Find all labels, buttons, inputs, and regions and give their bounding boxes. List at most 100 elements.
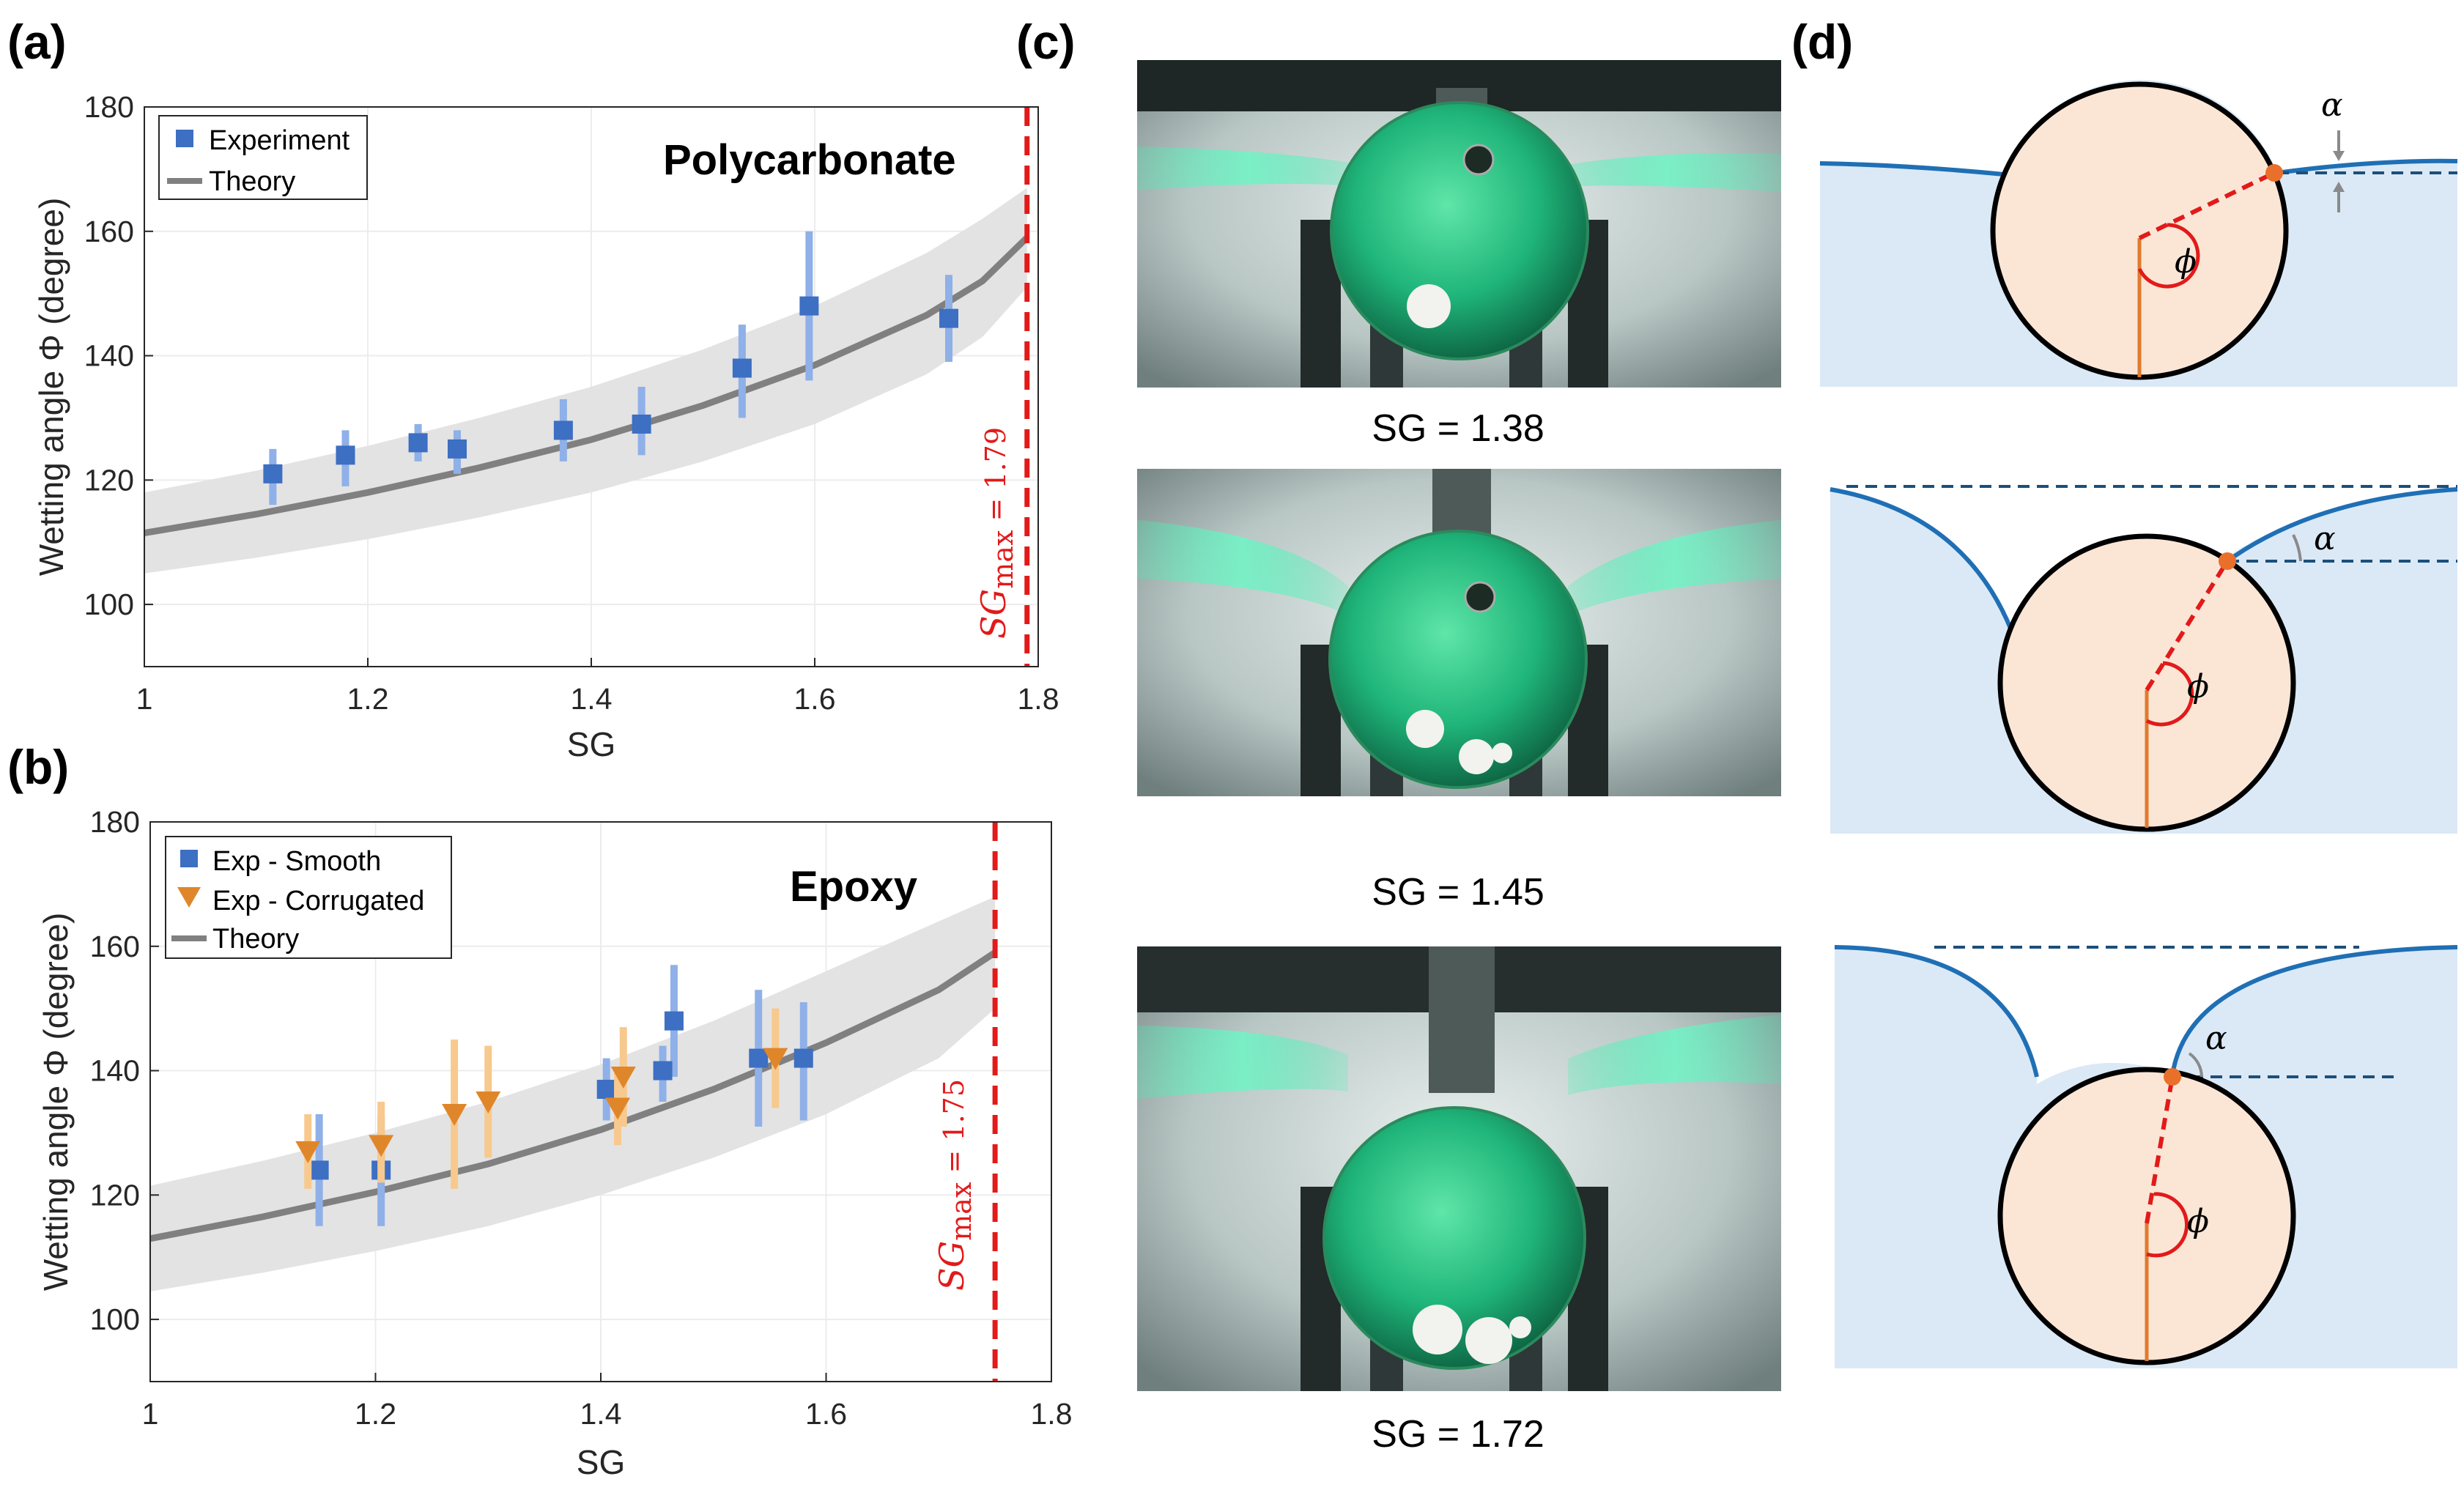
schematic-1-phi-arc	[2137, 223, 2200, 289]
a-marker-0-7	[799, 296, 819, 316]
a-marker-0-1	[336, 445, 355, 465]
panel-label-a: (a)	[7, 15, 67, 69]
chart-b-legend-smooth-marker	[180, 850, 198, 867]
a-marker-0-4	[553, 420, 573, 440]
b-marker-0-5	[749, 1048, 769, 1068]
schematic-2-phi-symbol: ϕ	[2187, 668, 2209, 705]
schematic-3-phi-arc	[2146, 1192, 2189, 1258]
schematic-2-interface-right	[2226, 487, 2458, 563]
schematic-2-alpha-arc	[2292, 534, 2302, 562]
chart-b-theory-line	[150, 949, 997, 1242]
chart-b-legend-smooth: Exp - Smooth	[212, 846, 381, 877]
a-marker-0-8	[939, 308, 958, 328]
panel-label-c: (c)	[1016, 15, 1076, 69]
schematic-1-arrowhead-up	[2333, 182, 2345, 192]
panel-label-d: (d)	[1791, 15, 1853, 69]
a-ytick-4: 180	[84, 90, 134, 124]
a-ytick-0: 100	[84, 588, 134, 621]
chart-b-legend-corrugated: Exp - Corrugated	[212, 886, 424, 916]
photo-sg-1-38	[1137, 60, 1781, 388]
a-marker-0-5	[632, 414, 651, 434]
b-ytick-3: 160	[90, 930, 140, 963]
schematic-3-alpha-arc	[2188, 1052, 2203, 1078]
b-marker-1-3	[476, 1091, 501, 1113]
schematic-1-alpha-symbol: α	[2321, 86, 2343, 124]
b-xtick-4: 1.8	[1031, 1397, 1073, 1431]
b-marker-1-5	[610, 1067, 636, 1089]
a-marker-0-6	[732, 358, 752, 378]
b-marker-0-4	[664, 1011, 684, 1031]
schematic-3-phi-symbol: ϕ	[2187, 1203, 2209, 1240]
chart-a-sgmax-label: SGmax = 1.79	[974, 427, 1019, 639]
a-marker-0-3	[448, 439, 467, 459]
chart-a-material-label: Polycarbonate	[663, 136, 956, 184]
chart-b-legend-theory: Theory	[212, 924, 299, 955]
schematic-2-contact-radius	[2145, 560, 2230, 692]
a-xtick-3: 1.6	[794, 682, 836, 716]
b-marker-1-2	[442, 1103, 467, 1126]
chart-b-sgmax-label: SGmax = 1.75	[932, 1079, 977, 1291]
a-xtick-0: 1	[136, 682, 153, 716]
a-ytick-3: 160	[84, 215, 134, 248]
b-ytick-0: 100	[90, 1302, 140, 1336]
b-marker-1-6	[763, 1048, 788, 1070]
b-xtick-0: 1	[142, 1397, 159, 1431]
b-marker-1-1	[369, 1135, 394, 1157]
chart-a-legend-theory: Theory	[209, 166, 295, 197]
b-ytick-2: 140	[90, 1054, 140, 1088]
b-marker-0-2	[596, 1080, 616, 1100]
chart-a-theory-band	[144, 188, 1027, 574]
a-ytick-2: 140	[84, 339, 134, 373]
chart-b-ylabel: Wetting angle Φ (degree)	[37, 913, 75, 1291]
schematic-3-interface-right	[2170, 945, 2458, 1076]
a-xtick-1: 1.2	[347, 682, 389, 716]
a-ytick-1: 120	[84, 463, 134, 497]
schematic-1-contact-point	[2265, 164, 2283, 182]
schematic-3-alpha-symbol: α	[2205, 1020, 2227, 1057]
schematic-1: ϕ α	[1819, 80, 2458, 388]
chart-a: 1 1.2 1.4 1.6 1.8 100 120 140 160 180 SG Wetting …	[32, 90, 1059, 763]
b-marker-0-3	[653, 1061, 673, 1081]
b-marker-0-6	[793, 1048, 813, 1068]
schematic-3: ϕ α	[1834, 945, 2458, 1368]
chart-b-legend: Exp - Smooth Exp - Corrugated Theory	[165, 836, 452, 959]
b-ytick-4: 180	[90, 805, 140, 839]
a-marker-0-2	[408, 433, 428, 453]
chart-b-material-label: Epoxy	[790, 863, 917, 911]
photo-caption-3: SG = 1.72	[1372, 1413, 1544, 1456]
chart-a-points	[263, 231, 958, 505]
chart-a-ticks: 1 1.2 1.4 1.6 1.8 100 120 140 160 180	[84, 90, 1059, 716]
chart-a-legend-experiment-marker	[176, 130, 193, 147]
photo-caption-2: SG = 1.45	[1372, 871, 1544, 913]
schematic-2-sphere	[1997, 533, 2296, 832]
schematic-1-contact-radius	[2138, 171, 2276, 240]
schematic-3-contact-radius	[2145, 1076, 2175, 1224]
schematic-1-arrowhead-down	[2333, 151, 2345, 161]
a-xtick-4: 1.8	[1018, 682, 1059, 716]
schematic-2-contact-point	[2219, 552, 2236, 570]
schematic-3-interface-left	[1834, 945, 2039, 1078]
chart-a-legend-experiment: Experiment	[209, 125, 350, 156]
chart-a-xlabel: SG	[567, 725, 615, 763]
chart-a-legend: Experiment Theory	[158, 115, 368, 200]
schematic-2-interface-left	[1829, 487, 2013, 631]
b-xtick-1: 1.2	[355, 1397, 396, 1431]
b-marker-0-0	[309, 1160, 329, 1180]
a-xtick-2: 1.4	[571, 682, 613, 716]
schematic-3-contact-point	[2164, 1068, 2181, 1086]
chart-b: 1 1.2 1.4 1.6 1.8 100 120 140 160 180 SG Wetting …	[37, 805, 1073, 1481]
b-marker-1-4	[605, 1097, 631, 1120]
chart-b-ticks: 1 1.2 1.4 1.6 1.8 100 120 140 160 180	[90, 805, 1073, 1431]
chart-b-legend-corrugated-marker	[177, 887, 201, 908]
schematic-2-phi-arc	[2145, 661, 2194, 727]
chart-b-xlabel: SG	[577, 1443, 625, 1481]
b-xtick-2: 1.4	[580, 1397, 622, 1431]
schematic-2-alpha-symbol: α	[2314, 520, 2336, 557]
b-xtick-3: 1.6	[805, 1397, 847, 1431]
chart-b-points	[295, 965, 813, 1226]
b-ytick-1: 120	[90, 1178, 140, 1212]
schematic-2: ϕ α	[1829, 485, 2458, 834]
photo-caption-1: SG = 1.38	[1372, 407, 1544, 450]
schematic-1-interface-left	[1819, 161, 2005, 177]
